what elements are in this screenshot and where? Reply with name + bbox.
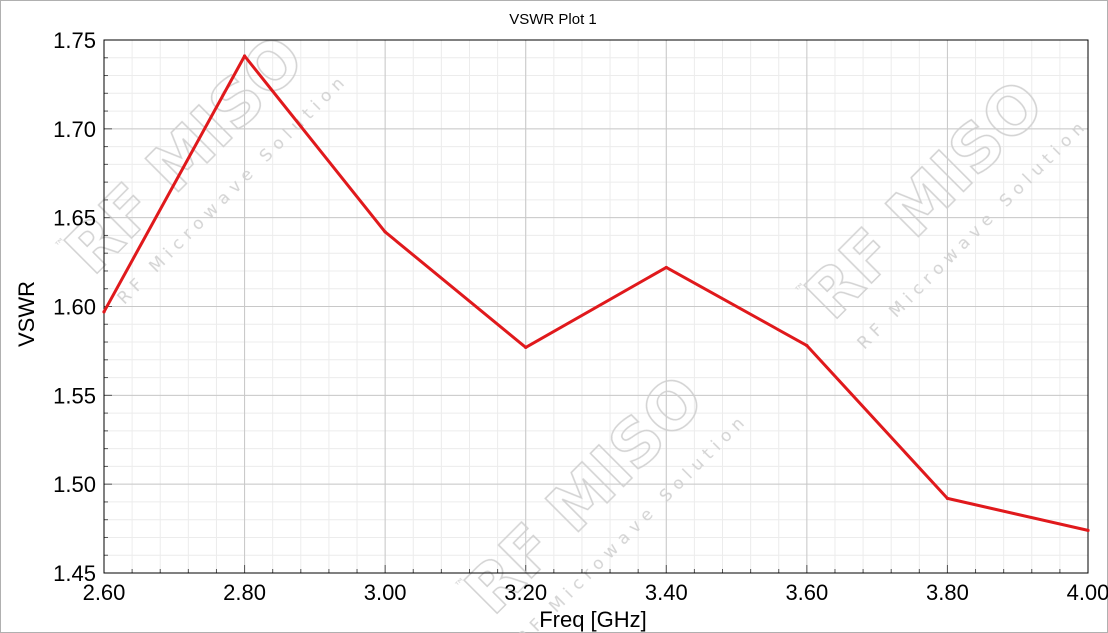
vswr-data-point xyxy=(524,345,528,349)
series-layer xyxy=(102,54,1090,532)
vswr-data-point xyxy=(805,343,809,348)
x-tick-label: 3.80 xyxy=(926,580,969,605)
y-tick-label: 1.50 xyxy=(53,472,96,497)
y-tick-label: 1.65 xyxy=(53,206,96,231)
vswr-data-point xyxy=(242,54,247,58)
x-axis-label: Freq [GHz] xyxy=(539,607,647,632)
vswr-data-point xyxy=(102,310,106,314)
chart-title: VSWR Plot 1 xyxy=(509,11,597,28)
vswr-series-line xyxy=(102,54,1090,532)
vswr-data-point xyxy=(945,496,950,500)
vswr-data-point xyxy=(1086,528,1090,532)
x-tick-label: 2.60 xyxy=(83,580,126,605)
x-tick-labels: 2.60 2.80 3.00 3.20 3.40 3.60 3.80 4.00 xyxy=(83,580,1108,605)
y-tick-labels: 1.45 1.50 1.55 1.60 1.65 1.70 1.75 xyxy=(53,28,96,586)
x-tick-label: 3.20 xyxy=(504,580,547,605)
vswr-data-point xyxy=(664,265,668,270)
x-tick-label: 4.00 xyxy=(1067,580,1108,605)
y-axis-label: VSWR xyxy=(14,281,39,347)
vswr-data-point xyxy=(383,230,387,234)
x-tick-label: 2.80 xyxy=(223,580,266,605)
y-tick-label: 1.45 xyxy=(53,561,96,586)
y-tick-label: 1.70 xyxy=(53,117,96,142)
y-tick-label: 1.75 xyxy=(53,28,96,53)
plot-area-border xyxy=(103,39,1089,574)
x-tick-label: 3.00 xyxy=(364,580,407,605)
x-tick-label: 3.40 xyxy=(645,580,688,605)
y-tick-label: 1.55 xyxy=(53,383,96,408)
x-tick-label: 3.60 xyxy=(785,580,828,605)
y-tick-label: 1.60 xyxy=(53,295,96,320)
